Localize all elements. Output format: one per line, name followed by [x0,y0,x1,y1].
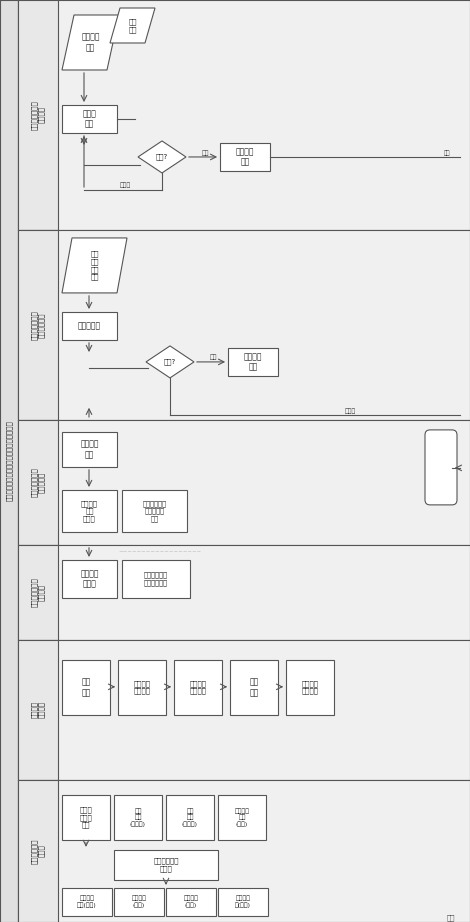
Text: 查看学年
资源计划: 查看学年 资源计划 [189,680,206,694]
Bar [18,640,470,780]
Text: 企业管理员录求
学习管理: 企业管理员录求 学习管理 [31,577,45,608]
Text: 允许
管理
(辅助公): 允许 管理 (辅助公) [182,808,198,827]
Bar [18,230,58,420]
Bar [228,348,278,376]
Text: 不合格: 不合格 [345,408,356,414]
Text: 培训
他人: 培训 他人 [128,18,137,32]
Text: 模板自定
义(用项): 模板自定 义(用项) [235,896,251,908]
Text: 合格: 合格 [444,150,450,156]
Text: 指定培训
机构
辅导员: 指定培训 机构 辅导员 [81,500,98,522]
Text: 能力等级
考核: 能力等级 考核 [236,148,254,167]
Bar [18,545,470,640]
FancyBboxPatch shape [425,430,457,505]
Text: 模板回用
(用项): 模板回用 (用项) [183,896,198,908]
Polygon shape [62,15,119,70]
Bar [18,230,470,420]
Text: 合格?: 合格? [164,359,176,365]
Polygon shape [62,238,127,293]
Bar [62,560,117,597]
Bar [62,105,117,133]
Text: 指定培训机构
辅导员管理
指导: 指定培训机构 辅导员管理 指导 [142,500,166,522]
Text: 合格?: 合格? [156,154,168,160]
Text: 合格: 合格 [209,354,217,360]
Bar [18,420,58,545]
Bar [166,888,216,916]
Text: 附图: 附图 [446,915,455,921]
Bar [18,545,58,640]
Text: 模块包
考核: 模块包 考核 [83,110,96,129]
Text: 管调机构管理员
录求学习管理: 管调机构管理员 录求学习管理 [31,310,45,340]
Bar [286,660,334,715]
Text: ~~~~~~~~~~~~~~~~~~: ~~~~~~~~~~~~~~~~~~ [118,550,202,554]
Text: 跟报学员
名单: 跟报学员 名单 [80,440,99,459]
Bar [114,850,218,880]
Bar [62,660,110,715]
Text: 电力因
路径图
管理: 电力因 路径图 管理 [79,807,93,828]
Bar [62,490,117,532]
Text: 部门辅导及录求
学习管理: 部门辅导及录求 学习管理 [31,100,45,130]
Bar [0,0,18,922]
Text: 学习发展路径
图管理: 学习发展路径 图管理 [31,838,45,864]
Bar [230,660,278,715]
Text: 查看学习
完成情况: 查看学习 完成情况 [301,680,319,694]
Text: 模块包考核: 模块包考核 [78,322,101,330]
Bar [174,660,222,715]
Text: 人类管理员及录
求学习管理: 人类管理员及录 求学习管理 [31,467,45,497]
Bar [62,795,110,840]
Text: 能力标准
(用项): 能力标准 (用项) [132,896,147,908]
Text: 选择能力
标准(项目): 选择能力 标准(项目) [77,896,97,908]
Bar [218,795,266,840]
Bar [118,660,166,715]
Text: 学习发展
路径管理: 学习发展 路径管理 [31,702,45,718]
Bar [114,888,164,916]
Bar [18,780,470,922]
Text: 内容
管理
(辅助公): 内容 管理 (辅助公) [130,808,146,827]
Bar [122,560,190,597]
Bar [166,795,214,840]
Text: 指定人资
管理员: 指定人资 管理员 [80,569,99,588]
Text: 能力等级
考核: 能力等级 考核 [244,352,262,372]
Polygon shape [138,141,186,173]
Bar [18,0,470,230]
Polygon shape [146,346,194,378]
Bar [18,640,58,780]
Bar [220,143,270,171]
Bar [62,312,117,340]
Text: 基于电力技能工种的学习发展路径图的构建: 基于电力技能工种的学习发展路径图的构建 [6,420,12,502]
Bar [18,420,470,545]
Text: 合格: 合格 [201,150,209,156]
Bar [62,431,117,467]
Bar [218,888,268,916]
Text: 上传证明
材料: 上传证明 材料 [81,33,100,53]
Bar [62,888,112,916]
Bar [114,795,162,840]
Text: 不合格: 不合格 [119,183,131,188]
Text: 指定人资管理
员节数据管理: 指定人资管理 员节数据管理 [144,572,168,586]
Bar [18,0,58,230]
Text: 学习
模式: 学习 模式 [250,678,259,697]
Bar [122,490,187,532]
Text: 选择
岗位: 选择 岗位 [81,678,91,697]
Text: 培训
局调
操作
指导: 培训 局调 操作 指导 [90,251,99,280]
Text: 查看岗位
等级路径: 查看岗位 等级路径 [133,680,150,694]
Bar [18,780,58,922]
Text: 选择能力评量
类管理: 选择能力评量 类管理 [153,857,179,872]
Text: 学习方式
管理
(辅助): 学习方式 管理 (辅助) [235,808,250,827]
Polygon shape [110,8,155,43]
